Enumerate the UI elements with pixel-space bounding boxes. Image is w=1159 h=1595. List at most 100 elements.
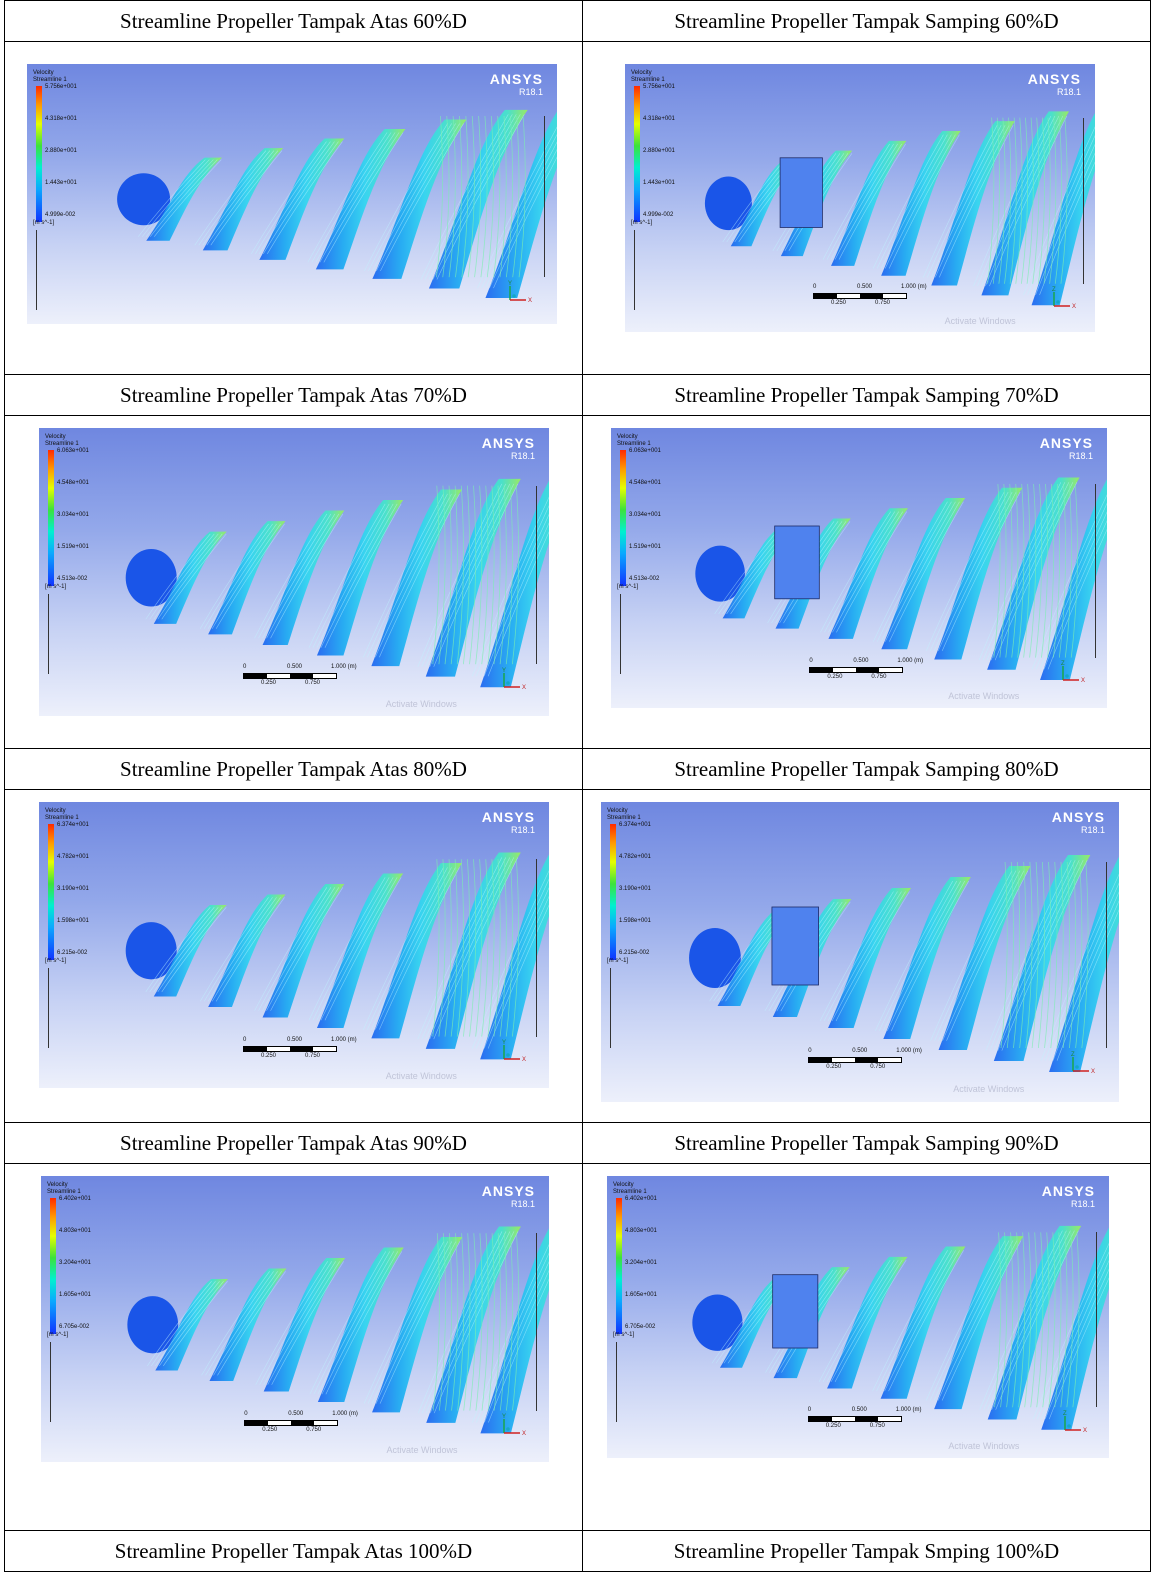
streamline-line: [711, 1279, 776, 1364]
streamline-line: [1042, 1232, 1050, 1408]
ansys-version: R18.1: [1056, 87, 1081, 97]
streamline-line: [499, 859, 507, 1037]
domain-outlet-line: [536, 859, 538, 1037]
color-scale-bar: [36, 86, 42, 222]
streamline-flow: [704, 111, 1095, 306]
scale-label: 1.000 (m): [895, 1407, 922, 1414]
streamline-line: [1023, 483, 1031, 658]
streamline-line: [505, 1233, 514, 1411]
streamline-line: [872, 1250, 948, 1392]
scale-ruler: [243, 1045, 337, 1052]
streamline-line: [211, 897, 281, 1002]
streamline-band: [155, 1278, 228, 1371]
streamline-line: [832, 511, 904, 633]
svg-text:X: X: [522, 1057, 526, 1063]
activate-windows-watermark: Activate Windows: [948, 1441, 1020, 1452]
caption: Streamline Propeller Tampak Atas 80%D: [120, 757, 467, 781]
legend-tick-label: 4.548e+001: [57, 480, 89, 486]
streamline-line: [1005, 483, 1013, 658]
scale-ruler: [809, 666, 904, 673]
scale-bar: 0 0.500 1.000 (m) 0.250 0.750: [808, 1048, 938, 1074]
streamline-line: [444, 859, 452, 1037]
svg-text:Z: Z: [1061, 661, 1065, 667]
streamline-line: [884, 1250, 960, 1392]
ansys-name: ANSYS: [489, 71, 543, 87]
streamline-line: [493, 1233, 501, 1411]
scale-label: 0: [244, 1410, 248, 1417]
streamline-line: [138, 159, 206, 237]
streamline-band: [480, 1228, 549, 1434]
legend-tick-label: 4.999e-002: [45, 212, 76, 218]
legend-tick-label: 6.063e+001: [629, 448, 661, 454]
streamline-line: [315, 132, 396, 263]
caption-cell: Streamline Propeller Tampak Samping 90%D: [582, 1122, 1151, 1164]
streamline-line: [259, 141, 335, 254]
rudder-block: [779, 157, 823, 228]
streamline-line: [1056, 861, 1064, 1049]
svg-text:Z: Z: [1052, 287, 1056, 293]
legend-tick-label: 4.513e-002: [57, 576, 88, 582]
streamline-line: [982, 482, 1066, 661]
streamline-line: [472, 1244, 549, 1423]
streamline-line: [487, 485, 495, 665]
streamline-line: [1001, 860, 1088, 1051]
streamline-line: [487, 904, 549, 1049]
streamline-line: [937, 491, 1017, 652]
streamline-band: [987, 477, 1080, 670]
legend-tick-label: 1.605e+001: [59, 1292, 91, 1298]
streamline-line: [493, 156, 557, 289]
streamline-line: [1043, 520, 1107, 670]
streamline-line: [311, 132, 392, 263]
streamline-line: [1037, 117, 1046, 284]
streamline-line: [989, 115, 1068, 287]
scale-label: 0: [813, 283, 817, 290]
streamline-flow: [117, 109, 557, 298]
streamline-line: [480, 1261, 549, 1423]
legend-tick-label: 3.204e+001: [59, 1260, 91, 1266]
scale-label: 1.000 (m): [332, 1410, 358, 1417]
color-scale-bar: [634, 86, 640, 222]
streamline-line: [983, 1230, 1067, 1410]
streamline-line: [367, 1241, 449, 1404]
velocity-legend: Velocity Streamline 1 5.756e+001 4.318e+001…: [631, 70, 675, 310]
streamline-line: [421, 857, 507, 1040]
streamline-line: [1044, 861, 1052, 1049]
streamline-line: [1081, 861, 1089, 1049]
streamline-line: [254, 513, 328, 639]
streamline-line: [1015, 117, 1023, 284]
ansys-logo: ANSYS R18.1: [489, 71, 543, 98]
streamline-band: [208, 894, 286, 1007]
streamline-line: [153, 907, 219, 993]
activate-windows-watermark: Activate Windows: [944, 315, 1016, 326]
streamline-line: [324, 877, 402, 1021]
streamline-line: [838, 143, 906, 260]
streamline-line: [480, 115, 488, 278]
streamline-line: [1060, 117, 1068, 284]
ansys-version: R18.1: [510, 1199, 535, 1209]
streamline-line: [161, 907, 227, 993]
streamline-line: [993, 483, 1001, 658]
legend-title: Velocity: [33, 70, 54, 76]
streamline-line: [995, 1230, 1079, 1410]
caption-cell: Streamline Propeller Tampak Smping 100%D: [582, 1530, 1151, 1572]
streamline-line: [1031, 143, 1095, 296]
streamline-line: [379, 1241, 461, 1404]
streamline-line: [438, 485, 446, 665]
caption: Streamline Propeller Tampak Samping 60%D: [674, 9, 1059, 33]
streamline-line: [1024, 1232, 1032, 1408]
streamline-line: [930, 870, 1013, 1041]
legend-tick-label: 6.705e-002: [59, 1324, 90, 1330]
streamline-line: [206, 150, 279, 246]
legend-tick-label: 4.318e+001: [643, 116, 675, 122]
activate-windows-watermark: Activate Windows: [385, 698, 457, 709]
streamline-line: [1072, 1232, 1080, 1408]
scale-label: 0.250: [261, 680, 277, 687]
streamline-band: [938, 866, 1031, 1050]
streamline-line: [324, 503, 402, 648]
streamline-band: [153, 531, 227, 624]
streamline-line: [263, 141, 339, 254]
streamline-line: [258, 887, 332, 1011]
streamline-line: [1027, 135, 1095, 296]
scale-ruler: [808, 1057, 903, 1063]
